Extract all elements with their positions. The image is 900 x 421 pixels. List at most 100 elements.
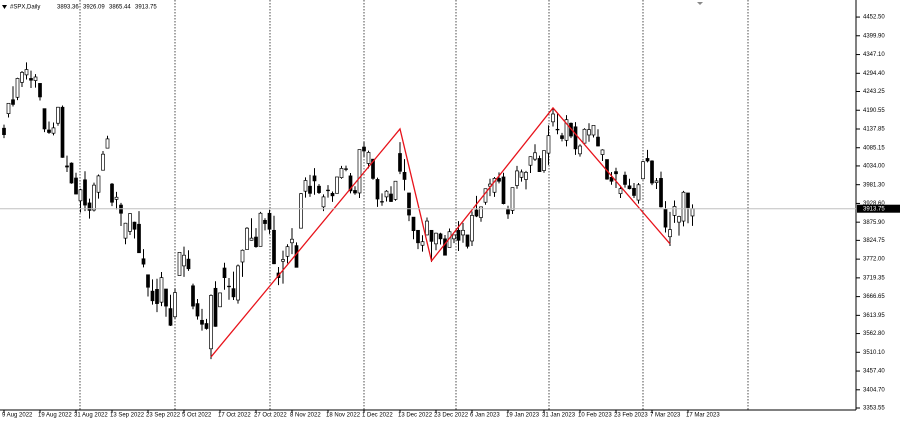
candle-body — [281, 259, 285, 262]
candle-body — [186, 258, 191, 270]
shift-marker[interactable] — [697, 2, 703, 5]
y-tick-label: 4294.40 — [863, 71, 885, 77]
y-tick-label: 3510.10 — [863, 350, 885, 356]
candle-body — [366, 152, 371, 164]
candle-body — [218, 292, 222, 308]
candle-body — [632, 187, 636, 196]
candle-body — [636, 184, 641, 201]
candle-body — [33, 76, 38, 81]
candle-body — [321, 196, 326, 208]
x-tick-label: 5 Oct 2022 — [182, 413, 212, 419]
candle-body — [515, 170, 519, 186]
x-tick-label: 31 Jan 2023 — [542, 413, 576, 419]
candle-body — [2, 127, 6, 135]
candle-body — [677, 216, 681, 223]
y-tick-label: 3353.55 — [863, 406, 885, 412]
candle-body — [317, 185, 321, 193]
candle-body — [335, 176, 339, 194]
candle-body — [425, 220, 429, 236]
candle-body — [209, 295, 213, 350]
candle-body — [51, 127, 56, 134]
candle-body — [285, 246, 290, 257]
x-tick-label: 19 Aug 2022 — [38, 413, 72, 419]
candle-body — [231, 288, 236, 298]
candle-body — [128, 213, 132, 232]
ohlc-close: 3913.75 — [135, 5, 157, 11]
x-tick-label: 9 Aug 2022 — [2, 413, 33, 419]
y-tick-label: 4399.90 — [863, 33, 885, 39]
candle-body — [407, 192, 411, 216]
candle-body — [402, 171, 407, 180]
candle-body — [65, 165, 69, 168]
candle-body — [668, 229, 672, 238]
candle-body — [389, 193, 393, 202]
candle-body — [29, 78, 33, 81]
candle-body — [623, 174, 627, 185]
candle-body — [330, 192, 335, 197]
candle-body — [420, 241, 425, 246]
candle-body — [123, 222, 128, 239]
candle-body — [393, 180, 398, 200]
candle-body — [591, 125, 596, 136]
candle-body — [195, 303, 200, 317]
candle-body — [582, 128, 587, 144]
candle-body — [222, 267, 227, 278]
x-tick-label: 17 Oct 2022 — [218, 413, 251, 419]
candle-body — [191, 285, 195, 307]
y-tick-label: 3719.35 — [863, 275, 885, 281]
candle-body — [267, 212, 272, 230]
candle-body — [618, 188, 623, 195]
candle-body — [240, 249, 245, 263]
y-tick-label: 3457.40 — [863, 369, 885, 375]
y-tick-label: 3875.90 — [863, 220, 885, 226]
candle-body — [672, 206, 677, 216]
y-tick-label: 4347.10 — [863, 52, 885, 58]
candle-body — [114, 196, 119, 200]
candle-body — [308, 185, 312, 194]
candle-body — [627, 185, 632, 190]
candle-body — [96, 175, 101, 193]
candle-body — [213, 287, 218, 327]
x-tick-label: 10 Feb 2023 — [578, 413, 612, 419]
zigzag-line — [210, 106, 671, 358]
candle-body — [182, 254, 186, 267]
candle-body — [542, 150, 546, 171]
menu-icon[interactable] — [2, 5, 7, 9]
candle-body — [596, 136, 600, 147]
candle-body — [272, 229, 276, 265]
x-tick-label: 7 Mar 2023 — [650, 413, 681, 419]
candle-body — [519, 171, 524, 178]
candle-body — [380, 201, 384, 203]
candle-body — [384, 190, 389, 198]
candle-body — [249, 237, 254, 241]
candle-body — [528, 156, 533, 166]
candle-body — [164, 288, 168, 307]
ohlc-low: 3865.44 — [109, 5, 131, 11]
candle-body — [686, 192, 690, 208]
candle-body — [150, 290, 155, 302]
candle-body — [461, 229, 465, 236]
candle-body — [137, 223, 141, 254]
y-tick-label: 3824.75 — [863, 238, 885, 244]
x-tick-label: 8 Nov 2022 — [290, 413, 321, 419]
y-tick-label: 4085.15 — [863, 145, 885, 151]
candle-body — [497, 178, 501, 182]
y-tick-label: 3613.95 — [863, 313, 885, 319]
candle-body — [339, 168, 344, 179]
candle-body — [551, 113, 555, 123]
ohlc-high: 3926.09 — [83, 5, 105, 11]
candle-body — [398, 153, 402, 172]
y-tick-label: 4034.00 — [863, 164, 885, 170]
candle-body — [303, 180, 308, 192]
candle-body — [101, 153, 105, 171]
candle-body — [533, 152, 537, 160]
candle-body — [645, 158, 650, 162]
candle-body — [177, 252, 182, 276]
candle-body — [564, 119, 569, 141]
candle-body — [60, 106, 65, 158]
y-tick-label: 3404.70 — [863, 387, 885, 393]
x-tick-label: 6 Jan 2023 — [470, 413, 500, 419]
candle-body — [24, 69, 29, 76]
candle-body — [290, 238, 294, 244]
candle-body — [609, 176, 614, 182]
